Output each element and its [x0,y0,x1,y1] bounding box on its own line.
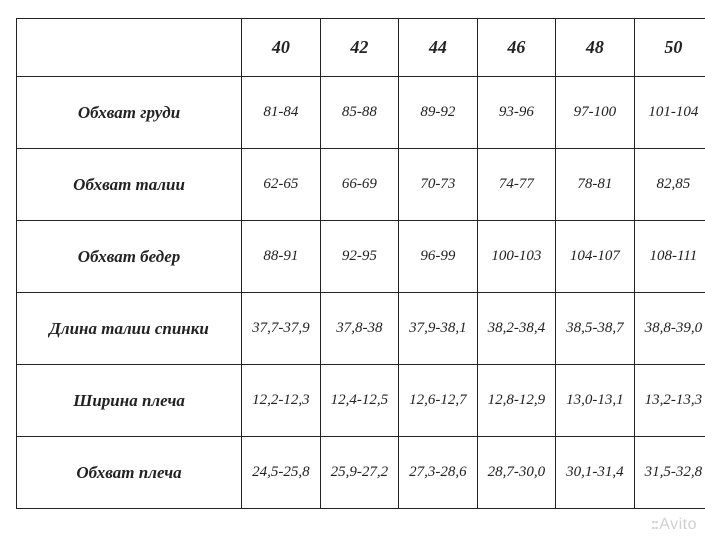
row-label: Ширина плеча [17,365,242,437]
table-header-cell: 48 [556,19,635,77]
row-label: Обхват плеча [17,437,242,509]
table-row: Обхват талии 62-65 66-69 70-73 74-77 78-… [17,149,705,221]
table-cell: 30,1-31,4 [556,437,635,509]
table-cell: 82,85 [634,149,705,221]
table-cell: 62-65 [242,149,321,221]
table-cell: 88-91 [242,221,321,293]
table-header-row: 40 42 44 46 48 50 5 [17,19,705,77]
table-cell: 13,0-13,1 [556,365,635,437]
table-row: Обхват плеча 24,5-25,8 25,9-27,2 27,3-28… [17,437,705,509]
row-label: Длина талии спинки [17,293,242,365]
table-cell: 38,8-39,0 [634,293,705,365]
table-cell: 92-95 [320,221,399,293]
size-table: 40 42 44 46 48 50 5 Обхват груди 81-84 8… [16,18,705,509]
table-cell: 93-96 [477,77,556,149]
table-cell: 89-92 [399,77,478,149]
table-header-cell: 44 [399,19,478,77]
table-cell: 78-81 [556,149,635,221]
table-cell: 81-84 [242,77,321,149]
table-cell: 28,7-30,0 [477,437,556,509]
row-label: Обхват груди [17,77,242,149]
row-label: Обхват бедер [17,221,242,293]
table-cell: 108-111 [634,221,705,293]
table-cell: 37,7-37,9 [242,293,321,365]
table-row: Ширина плеча 12,2-12,3 12,4-12,5 12,6-12… [17,365,705,437]
table-header-cell: 46 [477,19,556,77]
table-cell: 70-73 [399,149,478,221]
table-cell: 12,8-12,9 [477,365,556,437]
table-viewport: 40 42 44 46 48 50 5 Обхват груди 81-84 8… [16,18,705,510]
table-cell: 27,3-28,6 [399,437,478,509]
table-cell: 104-107 [556,221,635,293]
table-cell: 12,6-12,7 [399,365,478,437]
table-row: Обхват бедер 88-91 92-95 96-99 100-103 1… [17,221,705,293]
watermark: ::Avito [651,516,697,534]
table-cell: 38,5-38,7 [556,293,635,365]
table-cell: 13,2-13,3 [634,365,705,437]
table-cell: 101-104 [634,77,705,149]
table-cell: 74-77 [477,149,556,221]
table-cell: 12,2-12,3 [242,365,321,437]
row-label: Обхват талии [17,149,242,221]
watermark-text: Avito [659,516,697,533]
table-cell: 97-100 [556,77,635,149]
table-header-cell: 42 [320,19,399,77]
table-header-cell [17,19,242,77]
table-cell: 25,9-27,2 [320,437,399,509]
table-cell: 38,2-38,4 [477,293,556,365]
watermark-dots-icon: :: [651,516,658,533]
table-cell: 85-88 [320,77,399,149]
table-cell: 100-103 [477,221,556,293]
table-cell: 96-99 [399,221,478,293]
table-cell: 31,5-32,8 [634,437,705,509]
table-cell: 12,4-12,5 [320,365,399,437]
table-cell: 37,9-38,1 [399,293,478,365]
table-row: Обхват груди 81-84 85-88 89-92 93-96 97-… [17,77,705,149]
table-row: Длина талии спинки 37,7-37,9 37,8-38 37,… [17,293,705,365]
table-header-cell: 50 [634,19,705,77]
table-header-cell: 40 [242,19,321,77]
table-cell: 37,8-38 [320,293,399,365]
table-cell: 24,5-25,8 [242,437,321,509]
table-cell: 66-69 [320,149,399,221]
